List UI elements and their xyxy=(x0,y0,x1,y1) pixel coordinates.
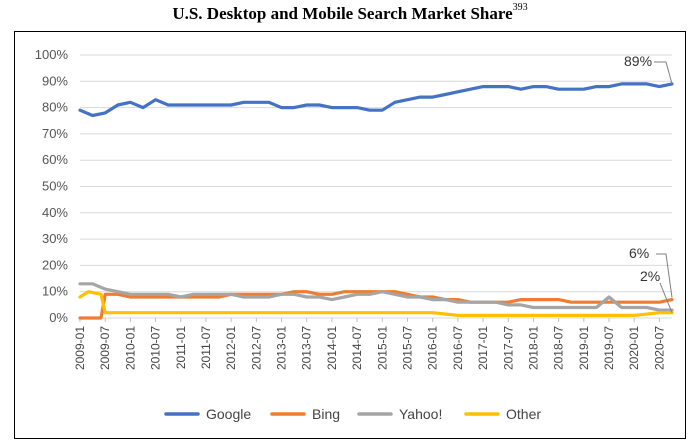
x-tick-label: 2019-01 xyxy=(577,326,591,370)
x-tick-label: 2009-07 xyxy=(98,326,112,370)
x-tick-label: 2015-01 xyxy=(375,326,389,370)
x-axis-ticks: 2009-01 2009-07 2010-01 2010-07 2011-01 2011-… xyxy=(73,318,666,370)
x-tick-label: 2010-01 xyxy=(123,326,137,370)
y-tick-label: 40% xyxy=(42,205,68,220)
gridlines xyxy=(80,54,672,319)
x-tick-label: 2016-01 xyxy=(426,326,440,370)
chart-title-text: U.S. Desktop and Mobile Search Market Sh… xyxy=(172,4,513,23)
x-tick-label: 2009-01 xyxy=(73,326,87,370)
annotation-bing-6: 6% xyxy=(629,245,649,261)
y-tick-label: 10% xyxy=(42,284,68,299)
x-tick-label: 2010-07 xyxy=(149,326,163,370)
x-tick-label: 2017-07 xyxy=(501,326,515,370)
y-tick-label: 30% xyxy=(42,231,68,246)
y-tick-label: 60% xyxy=(42,152,68,167)
x-tick-label: 2019-07 xyxy=(602,326,616,370)
legend-label-yahoo: Yahoo! xyxy=(399,406,442,422)
x-tick-label: 2014-01 xyxy=(325,326,339,370)
series-line-google xyxy=(78,82,674,118)
series-line-bing xyxy=(78,290,674,320)
annotation-leader xyxy=(654,61,673,85)
series-line-yahoo xyxy=(78,282,674,312)
y-tick-label: 70% xyxy=(42,126,68,141)
x-tick-label: 2018-01 xyxy=(526,326,540,370)
legend: Google Bing Yahoo! Other xyxy=(164,406,541,422)
x-tick-label: 2013-01 xyxy=(275,326,289,370)
x-tick-label: 2012-01 xyxy=(224,326,238,370)
series-line-other xyxy=(78,290,674,317)
x-tick-label: 2018-07 xyxy=(552,326,566,370)
annotation-google-89: 89% xyxy=(624,53,652,69)
y-tick-label: 90% xyxy=(42,73,68,88)
x-tick-label: 2011-01 xyxy=(174,326,188,369)
legend-label-google: Google xyxy=(206,406,251,422)
y-tick-label: 20% xyxy=(42,257,68,272)
x-tick-label: 2011-07 xyxy=(199,326,213,369)
x-tick-label: 2020-01 xyxy=(627,326,641,370)
annotations: 89% 6% 2% xyxy=(624,53,673,313)
series-lines xyxy=(78,82,674,320)
annotation-leader xyxy=(659,282,673,313)
x-tick-label: 2020-07 xyxy=(652,326,666,370)
x-tick-label: 2014-07 xyxy=(350,326,364,370)
title-footnote: 393 xyxy=(512,2,528,13)
y-tick-label: 50% xyxy=(42,179,68,194)
x-tick-label: 2016-07 xyxy=(451,326,465,370)
legend-label-other: Other xyxy=(506,406,541,422)
y-tick-label: 0% xyxy=(49,310,68,325)
y-tick-label: 100% xyxy=(35,47,69,62)
x-tick-label: 2013-07 xyxy=(300,326,314,370)
chart-frame xyxy=(14,31,686,439)
chart-title: U.S. Desktop and Mobile Search Market Sh… xyxy=(0,2,700,24)
y-tick-label: 80% xyxy=(42,100,68,115)
x-tick-label: 2015-07 xyxy=(400,326,414,370)
annotation-other-2: 2% xyxy=(640,268,660,284)
legend-label-bing: Bing xyxy=(312,406,340,422)
y-axis-ticks: 0% 10% 20% 30% 40% 50% 60% 70% 80% 90% 100% xyxy=(35,47,69,325)
x-tick-label: 2012-07 xyxy=(249,326,263,370)
annotation-leader xyxy=(656,253,673,298)
x-tick-label: 2017-01 xyxy=(476,326,490,370)
